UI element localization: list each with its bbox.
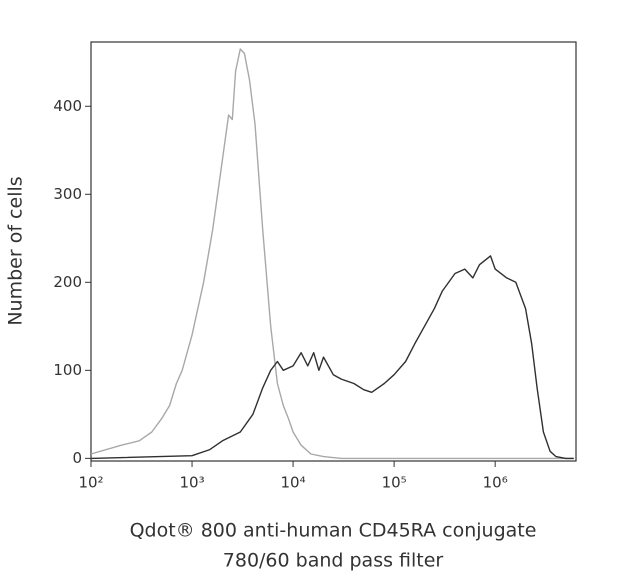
y-tick-label: 200: [53, 273, 82, 291]
y-tick-label: 0: [72, 449, 82, 467]
y-tick-label: 100: [53, 361, 82, 379]
x-axis-label: Qdot® 800 anti-human CD45RA conjugate: [130, 520, 537, 542]
series-line: [90, 48, 574, 460]
plot-frame: [90, 41, 577, 462]
y-axis-label: Number of cells: [5, 176, 27, 325]
y-tick-label: 300: [53, 185, 82, 203]
x-axis-label: 780/60 band pass filter: [223, 550, 444, 572]
x-tick-label: 10⁴: [281, 474, 306, 492]
x-tick-label: 10³: [179, 474, 204, 492]
x-tick-label: 10⁶: [483, 474, 508, 492]
y-tick-label: 400: [53, 97, 82, 115]
series-line: [90, 255, 574, 460]
x-tick-label: 10⁵: [382, 474, 407, 492]
x-tick-label: 10²: [78, 474, 103, 492]
